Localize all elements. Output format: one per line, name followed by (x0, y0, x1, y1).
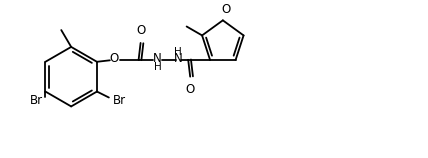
Text: O: O (221, 3, 230, 16)
Text: N: N (153, 52, 162, 65)
Text: Br: Br (113, 94, 126, 107)
Text: O: O (136, 24, 145, 37)
Text: O: O (109, 52, 119, 65)
Text: Br: Br (30, 94, 43, 107)
Text: N: N (174, 52, 183, 65)
Text: O: O (186, 83, 195, 96)
Text: H: H (154, 62, 161, 72)
Text: H: H (174, 47, 182, 57)
